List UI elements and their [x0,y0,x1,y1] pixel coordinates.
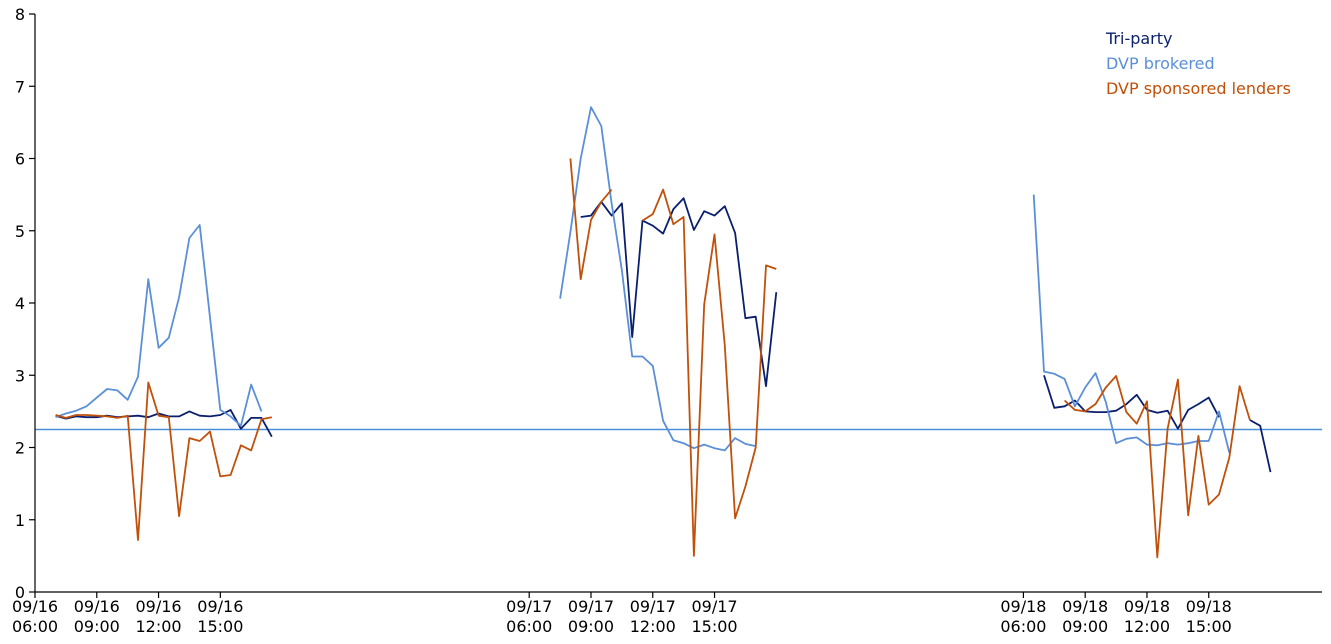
x-tick-label-time: 09:00 [568,617,614,636]
y-tick-label: 4 [15,294,25,313]
x-tick-label-time: 09:00 [74,617,120,636]
y-tick-label: 6 [15,150,25,169]
series-line-dvp-sponsored-lenders-segment-1 [55,381,272,541]
series-line-dvp-brokered-segment-3 [1032,194,1231,453]
y-tick-label: 8 [15,5,25,24]
x-tick-label-date: 09/18 [1186,597,1232,616]
y-tick-label: 2 [15,439,25,458]
y-tick-label: 3 [15,366,25,385]
x-tick-label-date: 09/17 [630,597,676,616]
x-tick-label-time: 06:00 [1000,617,1046,636]
series-line-tri-party-segment-2 [580,197,778,388]
series-line-tri-party-segment-1 [55,408,273,438]
x-tick-label-date: 09/18 [1062,597,1108,616]
x-tick-label-date: 09/17 [568,597,614,616]
y-tick-label: 0 [15,583,25,602]
x-tick-label-date: 09/18 [1000,597,1046,616]
y-tick-label: 5 [15,222,25,241]
x-tick-label-date: 09/16 [12,597,58,616]
y-tick-label: 1 [15,511,25,530]
series-line-dvp-sponsored-lenders-segment-2 [569,158,613,281]
x-tick-label-time: 09:00 [1062,617,1108,636]
x-tick-label-time: 12:00 [1124,617,1170,636]
legend-entry-dvp-brokered: DVP brokered [1106,54,1215,73]
x-ticks: 09/1606:0009/1609:0009/1612:0009/1615:00… [12,592,1232,636]
x-tick-label-date: 09/16 [74,597,120,616]
series-line-dvp-sponsored-lenders-segment-4 [1063,375,1251,559]
y-ticks: 0 1 2 3 4 5 6 7 8 [15,5,35,602]
series-line-dvp-brokered-segment-1 [55,224,263,427]
legend: Tri-party DVP brokered DVP sponsored lende… [1105,29,1291,98]
x-tick-label-date: 09/18 [1124,597,1170,616]
series-tri-party [55,197,1272,473]
legend-entry-dvp-sponsored-lenders: DVP sponsored lenders [1106,79,1291,98]
series-line-tri-party-segment-3 [1043,375,1220,430]
x-tick-label-time: 12:00 [630,617,676,636]
series-layer [55,106,1272,559]
series-dvp-sponsored-lenders [55,158,1251,559]
x-tick-label-time: 15:00 [691,617,737,636]
legend-entry-tri-party: Tri-party [1105,29,1173,48]
series-line-dvp-sponsored-lenders-segment-3 [642,188,777,557]
x-tick-label-date: 09/16 [135,597,181,616]
x-tick-label-date: 09/17 [506,597,552,616]
series-line-tri-party-segment-4 [1249,419,1272,473]
x-tick-label-time: 15:00 [197,617,243,636]
series-line-dvp-brokered-segment-2 [559,106,756,452]
y-tick-label: 7 [15,77,25,96]
x-tick-label-date: 09/16 [197,597,243,616]
x-tick-label-time: 12:00 [135,617,181,636]
axes-layer [34,14,1322,593]
x-tick-label-time: 15:00 [1186,617,1232,636]
x-tick-label-time: 06:00 [12,617,58,636]
x-tick-label-time: 06:00 [506,617,552,636]
series-dvp-brokered [55,106,1231,453]
x-tick-label-date: 09/17 [691,597,737,616]
